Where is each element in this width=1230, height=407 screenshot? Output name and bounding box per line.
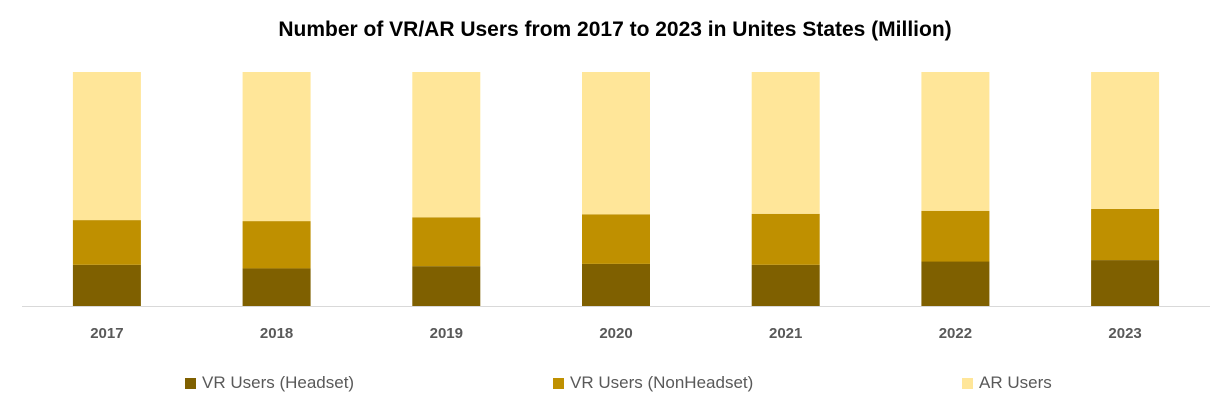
- bar-segment-2021-series-2: [751, 213, 820, 265]
- x-tick-label: 2023: [1108, 325, 1141, 342]
- x-tick-label: 2019: [430, 325, 463, 342]
- bar-segment-2018-series-3: [242, 72, 311, 222]
- bar-segment-2021-series-3: [751, 72, 820, 214]
- bar-segment-2017-series-3: [72, 72, 141, 221]
- legend-swatch: [185, 377, 196, 389]
- bar-segment-2018-series-1: [242, 268, 311, 306]
- legend-label: VR Users (Headset): [202, 373, 355, 392]
- bar-segment-2019-series-2: [412, 217, 481, 267]
- bar-segment-2021-series-1: [751, 264, 820, 306]
- legend-swatch: [962, 377, 973, 389]
- bar-segment-2017-series-1: [72, 264, 141, 306]
- bar-segment-2022-series-3: [921, 72, 990, 211]
- bar-segment-2023-series-1: [1091, 260, 1160, 306]
- legend-item: AR Users: [962, 373, 1052, 393]
- chart-title: Number of VR/AR Users from 2017 to 2023 …: [278, 18, 952, 41]
- x-tick-label: 2018: [260, 325, 293, 342]
- legend-label: VR Users (NonHeadset): [570, 373, 754, 392]
- bar-segment-2020-series-1: [582, 263, 650, 306]
- bar-segment-2023-series-2: [1091, 208, 1160, 261]
- bar-segment-2019-series-1: [412, 266, 481, 306]
- bar-segment-2023-series-3: [1091, 72, 1160, 209]
- x-tick-label: 2020: [599, 325, 632, 342]
- bar-segment-2017-series-2: [72, 220, 141, 265]
- legend: VR Users (Headset) VR Users (NonHeadset) A…: [0, 373, 1230, 397]
- bar-segment-2018-series-2: [242, 221, 311, 269]
- plot-area: 2017 2018 2019 2020 2021 2022 2023: [22, 72, 1210, 342]
- x-tick-label: 2021: [769, 325, 802, 342]
- bar-segment-2022-series-2: [921, 210, 990, 262]
- bar-segment-2019-series-3: [412, 72, 481, 218]
- legend-item: VR Users (NonHeadset): [553, 373, 753, 393]
- legend-swatch: [553, 377, 564, 389]
- x-tick-label: 2022: [939, 325, 972, 342]
- bar-segment-2020-series-2: [582, 214, 650, 264]
- bar-segment-2022-series-1: [921, 261, 990, 306]
- bar-segment-2020-series-3: [582, 72, 650, 215]
- legend-label: AR Users: [979, 373, 1052, 392]
- legend-item: VR Users (Headset): [185, 373, 354, 393]
- x-tick-label: 2017: [90, 325, 123, 342]
